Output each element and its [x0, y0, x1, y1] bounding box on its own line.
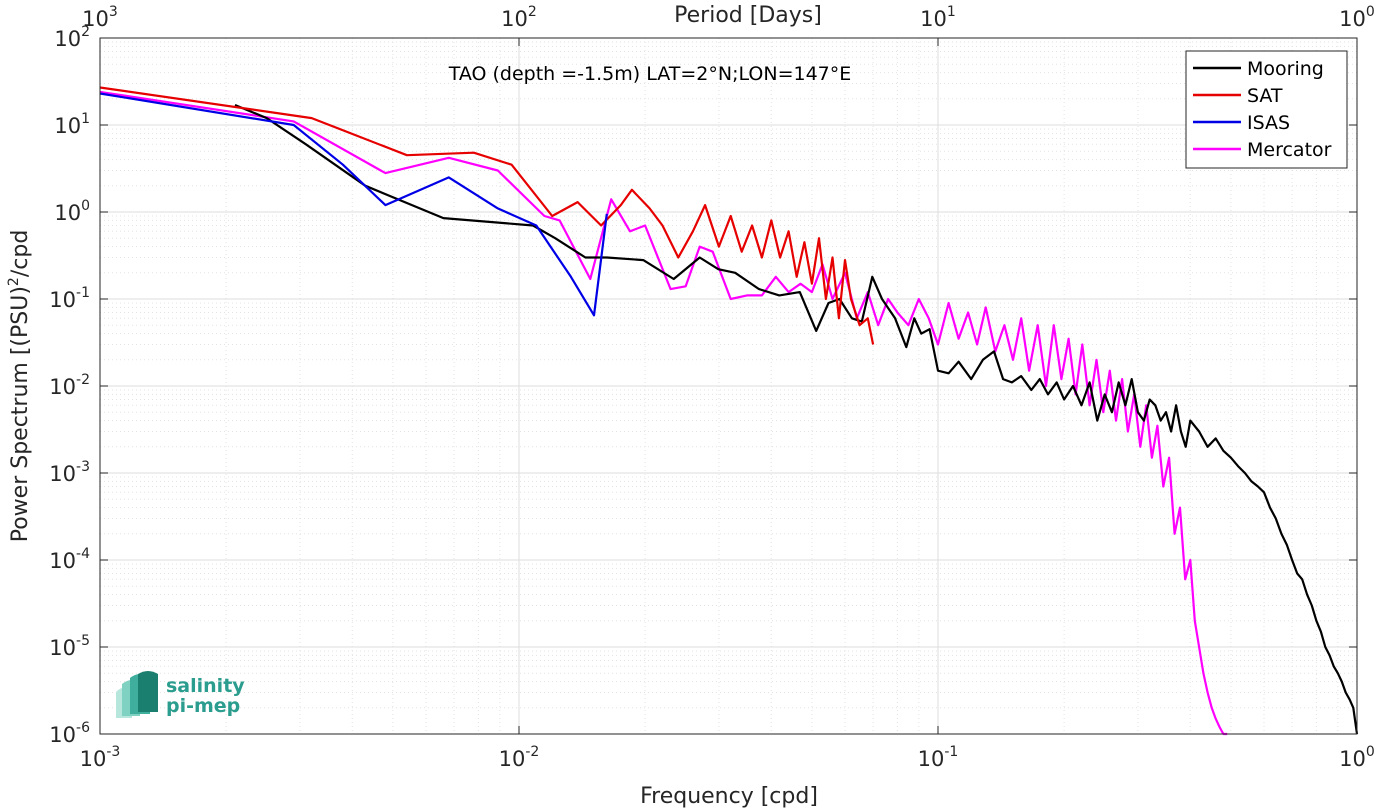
x-tick-label: 10-3 — [80, 744, 121, 771]
y-tick-label: 10-3 — [49, 459, 90, 486]
salinity-pi-mep-logo: salinity pi-mep — [116, 671, 245, 718]
top-tick-label: 100 — [1339, 4, 1375, 31]
series-line-sat — [99, 86, 875, 345]
series-line-mooring — [234, 103, 1359, 735]
x-tick-label: 10-2 — [499, 744, 540, 771]
y-tick-label: 10-6 — [49, 720, 90, 747]
logo-text-line1: salinity — [166, 675, 245, 697]
chart-title: TAO (depth =-1.5m) LAT=2°N;LON=147°E — [448, 63, 852, 85]
y-tick-label: 10-5 — [49, 633, 90, 660]
y-axis-label: Power Spectrum [(PSU)2/cpd — [6, 230, 33, 543]
y-tick-label: 10-1 — [49, 285, 90, 312]
series-line-isas — [99, 92, 608, 317]
major-grid — [99, 37, 1358, 735]
logo-text-line2: pi-mep — [166, 695, 240, 717]
y-axis-label-sup: 2 — [6, 277, 22, 286]
legend-label-mooring: Mooring — [1247, 58, 1324, 80]
y-tick-label: 101 — [54, 111, 90, 138]
logo-mark-icon — [116, 671, 158, 718]
legend-label-sat: SAT — [1247, 85, 1283, 107]
top-tick-label: 103 — [82, 4, 118, 31]
y-axis-label-suffix: /cpd — [8, 230, 33, 277]
legend-label-mercator: Mercator — [1247, 139, 1332, 161]
legend-label-isas: ISAS — [1247, 112, 1290, 134]
top-tick-label: 102 — [501, 4, 537, 31]
x-tick-label: 10-1 — [918, 744, 959, 771]
top-axis-label: Period [Days] — [674, 3, 822, 28]
y-tick-label: 102 — [54, 24, 90, 51]
legend: Mooring SAT ISAS Mercator — [1185, 50, 1348, 169]
y-axis-label-main: Power Spectrum [(PSU) — [8, 286, 33, 542]
x-axis-label: Frequency [cpd] — [640, 784, 818, 809]
series-line-mercator — [99, 90, 1228, 736]
y-tick-label: 100 — [54, 198, 90, 225]
x-tick-label: 100 — [1339, 744, 1375, 771]
y-tick-label: 10-4 — [49, 546, 90, 573]
top-tick-label: 101 — [920, 4, 956, 31]
series-layer — [99, 86, 1359, 736]
y-tick-label: 10-2 — [49, 372, 90, 399]
